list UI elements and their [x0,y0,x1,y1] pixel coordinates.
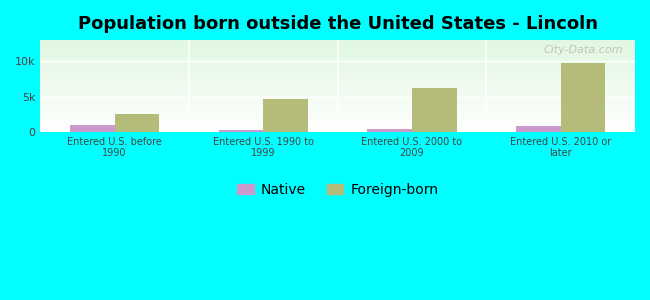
Legend: Native, Foreign-born: Native, Foreign-born [231,177,444,202]
Bar [263,99,308,132]
Bar [412,88,456,132]
Bar [516,126,561,132]
Text: City-Data.com: City-Data.com [543,45,623,55]
Bar [367,130,412,132]
Title: Population born outside the United States - Lincoln: Population born outside the United State… [78,15,598,33]
Bar [114,114,159,132]
Bar [70,125,114,132]
Bar [219,130,263,132]
Bar [561,63,605,132]
